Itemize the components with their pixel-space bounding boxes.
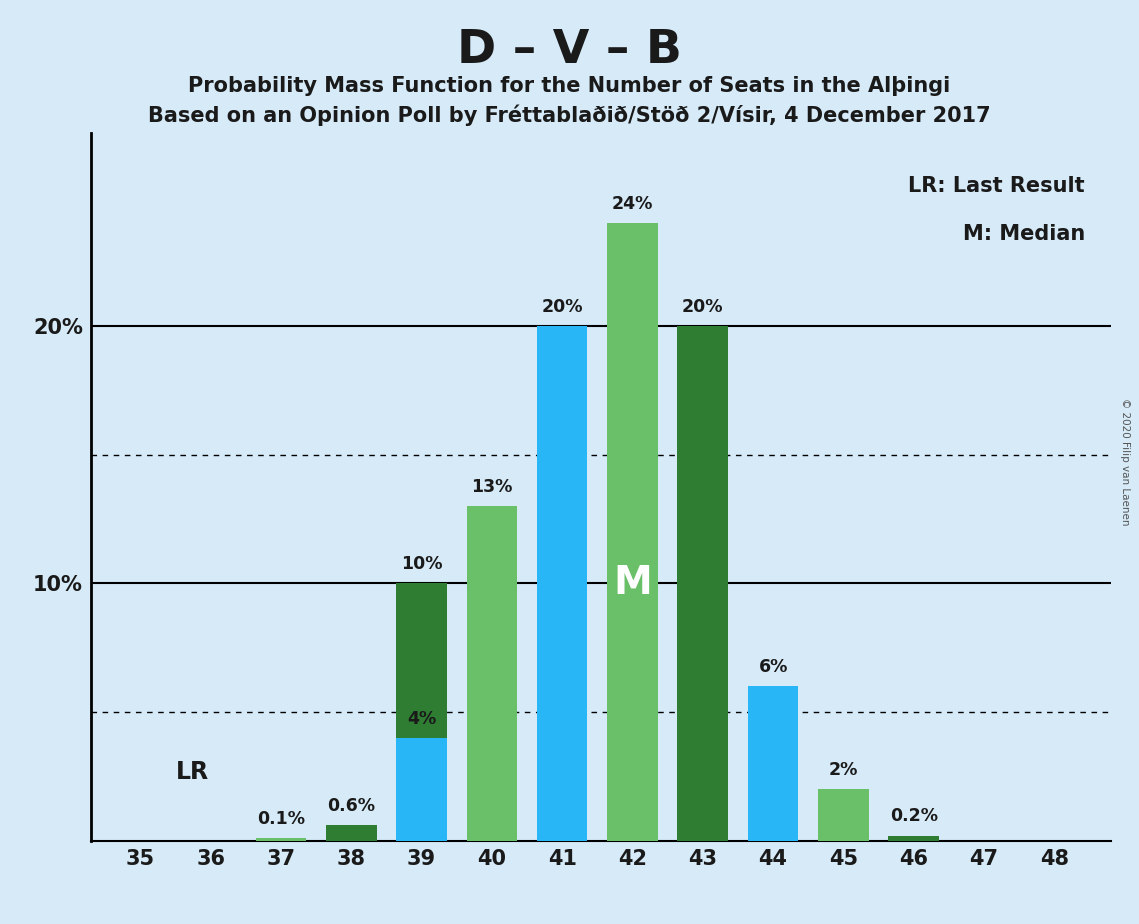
Text: 20%: 20% — [682, 298, 723, 316]
Text: 6%: 6% — [759, 658, 788, 676]
Text: 20%: 20% — [541, 298, 583, 316]
Bar — [607, 223, 657, 841]
Text: 0.2%: 0.2% — [890, 808, 937, 825]
Bar — [326, 825, 377, 841]
Text: 24%: 24% — [612, 195, 653, 213]
Text: LR: LR — [175, 760, 208, 784]
Text: Based on an Opinion Poll by Fréttablaðið/Stöð 2/Vísir, 4 December 2017: Based on an Opinion Poll by Fréttablaðið… — [148, 104, 991, 126]
Text: M: M — [613, 565, 652, 602]
Text: 0.1%: 0.1% — [257, 810, 305, 828]
Text: © 2020 Filip van Laenen: © 2020 Filip van Laenen — [1121, 398, 1130, 526]
Text: 2%: 2% — [829, 761, 858, 779]
Text: 10%: 10% — [401, 555, 442, 573]
Text: Probability Mass Function for the Number of Seats in the Alþingi: Probability Mass Function for the Number… — [188, 76, 951, 96]
Bar — [467, 506, 517, 841]
Text: 13%: 13% — [472, 478, 513, 496]
Text: LR: Last Result: LR: Last Result — [909, 176, 1085, 196]
Bar — [536, 326, 588, 841]
Bar — [818, 789, 869, 841]
Bar — [396, 738, 446, 841]
Text: M: Median: M: Median — [962, 224, 1085, 244]
Bar — [396, 583, 446, 841]
Text: 0.6%: 0.6% — [327, 797, 375, 815]
Bar — [678, 326, 728, 841]
Bar — [255, 838, 306, 841]
Bar — [888, 835, 939, 841]
Text: 4%: 4% — [407, 710, 436, 727]
Text: D – V – B: D – V – B — [457, 28, 682, 73]
Bar — [748, 687, 798, 841]
